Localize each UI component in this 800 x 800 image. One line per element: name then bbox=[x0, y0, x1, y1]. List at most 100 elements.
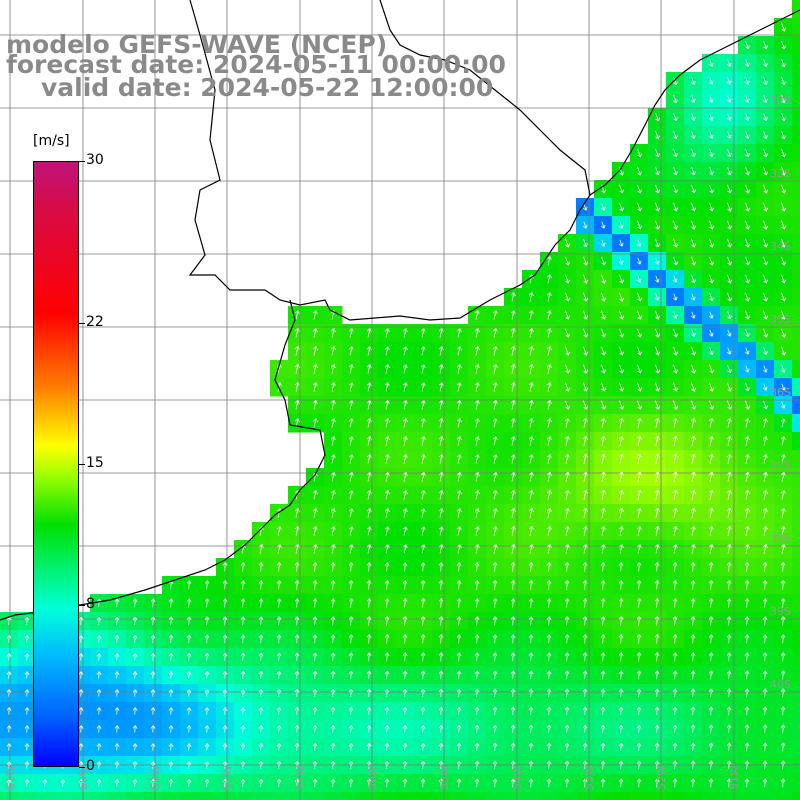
wind-arrow bbox=[403, 346, 408, 356]
wind-arrow bbox=[492, 670, 498, 680]
wind-arrow bbox=[744, 652, 750, 662]
wind-arrow bbox=[673, 417, 678, 428]
wind-arrow bbox=[439, 382, 444, 392]
wind-arrow bbox=[763, 256, 768, 266]
wind-arrow bbox=[565, 507, 570, 518]
wind-arrow bbox=[601, 184, 606, 194]
wind-arrow bbox=[745, 418, 750, 428]
wind-arrow bbox=[474, 562, 480, 572]
wind-arrow bbox=[276, 634, 282, 644]
latitude-label: 34S bbox=[770, 240, 791, 253]
wind-arrow bbox=[781, 365, 786, 373]
wind-arrow bbox=[420, 634, 426, 644]
wind-arrow bbox=[690, 616, 696, 626]
wind-arrow bbox=[204, 707, 210, 715]
wind-arrow bbox=[709, 220, 714, 230]
wind-arrow bbox=[312, 652, 318, 662]
colorbar-tick-label: 8 bbox=[86, 596, 95, 613]
colorbar-tick-mark bbox=[79, 767, 85, 768]
wind-arrow bbox=[546, 598, 552, 608]
wind-arrow bbox=[456, 634, 462, 644]
wind-arrow bbox=[456, 580, 462, 590]
wind-arrow bbox=[24, 707, 30, 715]
wind-arrow bbox=[528, 598, 534, 608]
wind-arrow bbox=[96, 761, 102, 769]
wind-arrow bbox=[6, 689, 12, 697]
wind-arrow bbox=[331, 346, 336, 356]
wind-arrow bbox=[474, 670, 480, 680]
wind-arrow bbox=[493, 436, 498, 446]
wind-arrow bbox=[690, 706, 696, 716]
wind-arrow bbox=[186, 616, 192, 626]
wind-arrow bbox=[564, 634, 570, 644]
wind-arrow bbox=[294, 562, 300, 572]
wind-arrow bbox=[744, 634, 750, 644]
wind-arrow bbox=[439, 346, 444, 356]
wind-speed-cell bbox=[792, 450, 800, 469]
wind-arrow bbox=[240, 580, 246, 590]
wind-arrow bbox=[762, 616, 768, 626]
wind-arrow bbox=[691, 113, 696, 121]
wind-arrow bbox=[565, 436, 570, 446]
coastline-south bbox=[0, 299, 326, 621]
wind-arrow bbox=[780, 778, 786, 788]
wind-arrow bbox=[691, 544, 696, 554]
wind-arrow bbox=[690, 598, 696, 608]
wind-arrow bbox=[727, 347, 732, 355]
wind-arrow bbox=[781, 292, 786, 302]
wind-arrow bbox=[709, 184, 714, 194]
wind-arrow bbox=[727, 274, 732, 284]
wind-arrow bbox=[673, 471, 678, 483]
wind-arrow bbox=[312, 688, 318, 697]
wind-arrow bbox=[763, 310, 768, 320]
wind-arrow bbox=[654, 706, 660, 716]
wind-arrow bbox=[691, 184, 696, 194]
wind-arrow bbox=[529, 418, 534, 428]
wind-arrow bbox=[762, 742, 768, 752]
wind-arrow bbox=[240, 707, 246, 715]
wind-speed-cell bbox=[486, 792, 505, 800]
wind-arrow bbox=[781, 310, 786, 320]
wind-arrow bbox=[6, 671, 12, 679]
wind-arrow bbox=[673, 311, 678, 319]
wind-arrow bbox=[222, 562, 228, 572]
wind-speed-cell bbox=[558, 792, 577, 800]
wind-arrow bbox=[529, 472, 534, 482]
wind-arrow bbox=[583, 526, 588, 536]
wind-arrow bbox=[349, 472, 354, 482]
wind-arrow bbox=[457, 364, 462, 374]
wind-arrow bbox=[655, 275, 660, 283]
wind-arrow bbox=[24, 616, 30, 625]
wind-arrow bbox=[78, 707, 84, 715]
wind-arrow bbox=[583, 328, 588, 338]
wind-arrow bbox=[600, 742, 606, 751]
wind-arrow bbox=[402, 616, 408, 626]
wind-arrow bbox=[727, 364, 732, 374]
wind-arrow bbox=[745, 507, 750, 518]
wind-arrow bbox=[637, 184, 642, 194]
wind-arrow bbox=[402, 688, 408, 697]
wind-speed-cell bbox=[792, 126, 800, 145]
wind-arrow bbox=[384, 652, 390, 662]
wind-speed-cell bbox=[792, 648, 800, 667]
wind-speed-cell bbox=[396, 792, 415, 800]
wind-arrow bbox=[762, 562, 768, 572]
wind-arrow bbox=[510, 580, 516, 590]
wind-arrow bbox=[601, 435, 606, 446]
wind-speed-cell bbox=[792, 0, 800, 19]
wind-arrow bbox=[366, 778, 372, 788]
wind-arrow bbox=[745, 238, 750, 248]
wind-arrow bbox=[727, 453, 732, 464]
wind-arrow bbox=[528, 760, 534, 770]
wind-arrow bbox=[672, 598, 678, 608]
wind-arrow bbox=[456, 616, 462, 626]
wind-arrow bbox=[456, 742, 462, 751]
wind-arrow bbox=[492, 778, 498, 788]
wind-arrow bbox=[439, 400, 444, 410]
wind-arrow bbox=[709, 149, 714, 158]
wind-arrow bbox=[672, 778, 678, 788]
wind-arrow bbox=[186, 707, 192, 715]
wind-arrow bbox=[313, 364, 318, 374]
wind-arrow bbox=[673, 382, 678, 392]
wind-arrow bbox=[258, 743, 264, 751]
